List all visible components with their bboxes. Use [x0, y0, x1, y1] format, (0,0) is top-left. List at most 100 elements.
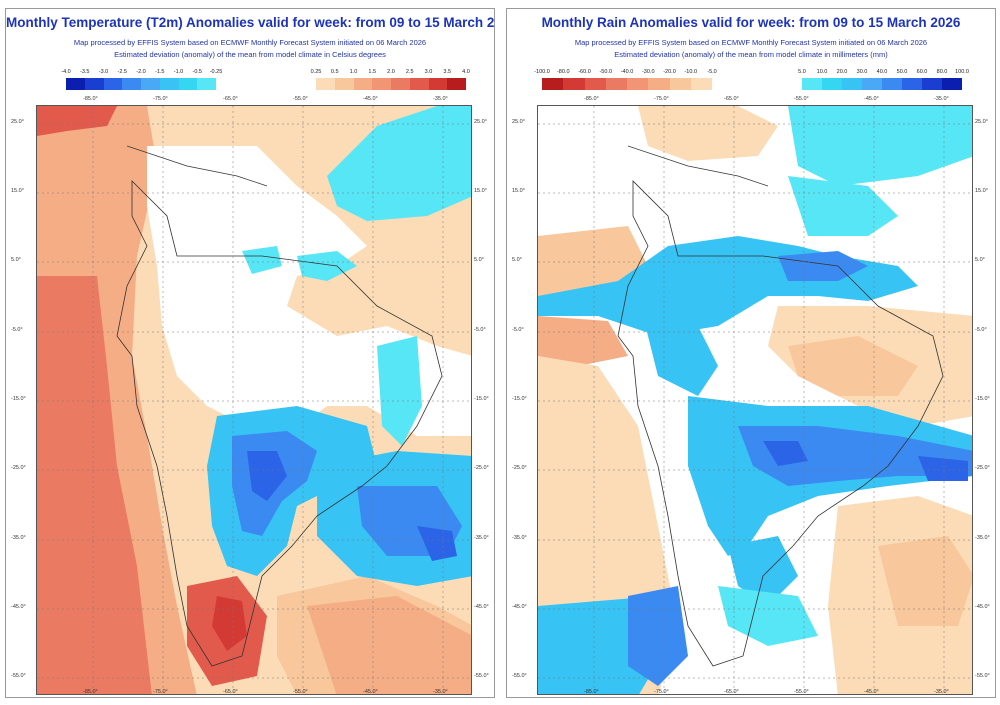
- temperature-lat-label: 5.0°: [11, 257, 21, 263]
- temperature-legend-tick: -0.25: [209, 69, 223, 75]
- temperature-map-canvas: [37, 106, 471, 694]
- temperature-legend-swatch: [197, 78, 216, 90]
- temperature-legend-swatch: [66, 78, 85, 90]
- rain-lat-label: -35.0°: [512, 535, 527, 541]
- rain-lon-label: -45.0°: [864, 689, 879, 695]
- rain-lat-label: -25.0°: [512, 465, 527, 471]
- rain-lat-label: 25.0°: [975, 119, 988, 125]
- rain-lat-label: 5.0°: [975, 257, 985, 263]
- temperature-subtitle-units: Estimated deviation (anomaly) of the mea…: [114, 50, 386, 59]
- temperature-legend-tick: -2.0: [136, 69, 146, 75]
- temperature-legend-tick: -1.0: [173, 69, 184, 75]
- temperature-legend-swatch: [103, 78, 123, 90]
- temperature-coastline: [116, 180, 443, 667]
- rain-lon-label: -85.0°: [584, 689, 599, 695]
- rain-lon-label: -55.0°: [794, 689, 809, 695]
- rain-lat-label: -55.0°: [512, 673, 527, 679]
- temperature-lon-label: -65.0°: [223, 689, 238, 695]
- rain-legend-swatch: [842, 78, 862, 90]
- temperature-coldest-south-atlantic: [417, 526, 457, 561]
- temperature-lat-label: 15.0°: [474, 188, 487, 194]
- rain-legend-tick: -80.0: [556, 69, 570, 75]
- rain-lat-label: -5.0°: [975, 327, 987, 333]
- rain-lon-label: -65.0°: [724, 689, 739, 695]
- rain-legend-negative: -100.0 -80.0 -60.0 -50.0 -40.0 -30.0 -20.0 -10.…: [534, 69, 717, 91]
- temperature-warm-south-atlantic-core: [307, 596, 471, 694]
- temperature-legend-swatch: [141, 78, 160, 90]
- rain-legend-tick: -40.0: [620, 69, 634, 75]
- rain-lat-label: -15.0°: [512, 396, 527, 402]
- rain-legend-tick: 10.0: [816, 69, 828, 75]
- rain-wet-mid-atlantic: [788, 176, 898, 236]
- temperature-legend-tick: -3.5: [80, 69, 90, 75]
- temperature-legend-swatch: [334, 78, 354, 90]
- rain-legend-swatch: [922, 78, 942, 90]
- rain-legend-tick: -20.0: [663, 69, 676, 75]
- rain-lat-label: -55.0°: [975, 673, 990, 679]
- rain-lat-label: -45.0°: [512, 604, 527, 610]
- rain-lon-label: -35.0°: [934, 96, 949, 102]
- temperature-legend-tick: 1.5: [368, 69, 377, 75]
- temperature-legend-swatch: [122, 78, 141, 90]
- temperature-lon-label: -75.0°: [153, 689, 168, 695]
- rain-legend-swatch: [648, 78, 670, 90]
- temperature-legend-tick: 3.5: [443, 69, 452, 75]
- temperature-lat-label: -35.0°: [474, 535, 489, 541]
- rain-legend-tick: -50.0: [599, 69, 613, 75]
- rain-legend-tick: 20.0: [836, 69, 848, 75]
- temperature-lat-label: -55.0°: [474, 673, 489, 679]
- temperature-legend-tick: -2.5: [117, 69, 127, 75]
- rain-legend-swatch: [862, 78, 882, 90]
- temperature-lon-label: -65.0°: [223, 96, 238, 102]
- rain-lat-label: 5.0°: [512, 257, 522, 263]
- rain-coastline: [617, 180, 944, 667]
- temperature-lon-label: -45.0°: [363, 96, 378, 102]
- rain-legend-tick: -30.0: [641, 69, 655, 75]
- rain-legend-swatch: [542, 78, 564, 90]
- temperature-lat-label: -25.0°: [11, 465, 26, 471]
- temperature-legend-positive: 0.25 0.5 1.0 1.5 2.0 2.5 3.0 3.5 4.0: [311, 69, 470, 91]
- temperature-hottest-patagonia: [212, 596, 247, 651]
- temperature-subtitle-source: Map processed by EFFIS System based on E…: [73, 38, 427, 47]
- temperature-lon-label: -45.0°: [363, 689, 378, 695]
- rain-dry-north: [638, 106, 778, 161]
- rain-lat-label: -45.0°: [975, 604, 990, 610]
- rain-legend-swatch: [882, 78, 902, 90]
- rain-subtitle-units: Estimated deviation (anomaly) of the mea…: [614, 50, 888, 59]
- rain-legend-tick: 60.0: [916, 69, 928, 75]
- rain-lat-label: -25.0°: [975, 465, 990, 471]
- temperature-legend-tick: -3.0: [98, 69, 109, 75]
- temperature-legend-swatch: [159, 78, 179, 90]
- rain-legend-tick: 50.0: [896, 69, 908, 75]
- temperature-legend-swatch: [316, 78, 335, 90]
- temperature-legend-tick: 3.0: [424, 69, 433, 75]
- rain-legend-tick: -5.0: [707, 69, 717, 75]
- rain-wet-andes-north: [638, 296, 718, 396]
- temperature-lat-label: 25.0°: [474, 119, 487, 125]
- temperature-cool-venezuela: [242, 246, 282, 274]
- rain-legend-tick: -60.0: [578, 69, 591, 75]
- temperature-lat-label: 15.0°: [11, 188, 24, 194]
- rain-lat-label: 15.0°: [975, 188, 988, 194]
- temperature-legend-swatch: [178, 78, 198, 90]
- temperature-legend-tick: 4.0: [462, 69, 470, 75]
- rain-wet-north-atlantic: [788, 106, 972, 186]
- temperature-hot-west: [37, 276, 152, 694]
- rain-legend-tick: 30.0: [856, 69, 868, 75]
- temperature-legend-tick: -1.5: [155, 69, 165, 75]
- rain-wetter-patagonia: [628, 586, 688, 686]
- temperature-coldest-central: [247, 451, 287, 501]
- rain-panel: Monthly Rain Anomalies valid for week: f…: [506, 8, 996, 698]
- rain-lon-label: -65.0°: [724, 96, 739, 102]
- rain-legend-swatch: [584, 78, 606, 90]
- temperature-legend-swatch: [447, 78, 466, 90]
- rain-legend-swatch: [902, 78, 922, 90]
- temperature-lat-label: -15.0°: [11, 396, 26, 402]
- temperature-lat-label: -25.0°: [474, 465, 489, 471]
- rain-dry-pacific-center: [538, 316, 628, 366]
- temperature-legend-tick: 0.25: [310, 69, 322, 75]
- temperature-legend-swatch: [391, 78, 410, 90]
- rain-anomaly-map: [537, 105, 973, 695]
- rain-legend-swatch: [690, 78, 712, 90]
- rain-dry-pacific-north: [538, 226, 648, 296]
